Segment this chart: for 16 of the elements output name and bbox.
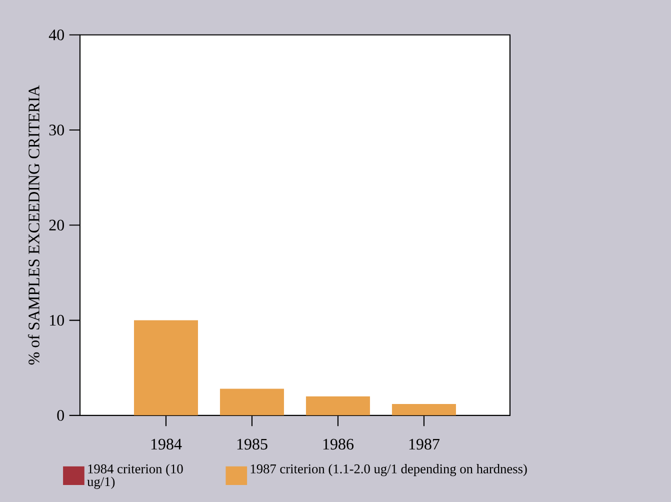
legend-label: 1987 criterion (1.1-2.0 ug/1 depending on hardness) — [250, 464, 527, 476]
y-tick-label: 0 — [57, 410, 64, 421]
legend-label: 1984 criterion (10 ug/1) — [87, 464, 183, 489]
x-tick-label: 1987 — [409, 438, 440, 450]
x-tick-label: 1985 — [237, 438, 268, 450]
y-tick-label: 20 — [49, 220, 64, 231]
y-axis-title: % of SAMPLES EXCEEDING CRITERIA — [28, 85, 40, 365]
y-tick-label: 10 — [50, 314, 64, 326]
bar — [306, 396, 370, 416]
y-tick-label: 40 — [48, 29, 64, 40]
x-tick-label: 1984 — [151, 438, 182, 450]
bar — [134, 320, 198, 416]
bar — [220, 388, 284, 416]
x-tick-label: 1986 — [323, 438, 354, 450]
y-tick-label: 30 — [49, 124, 64, 136]
bar — [392, 404, 456, 416]
